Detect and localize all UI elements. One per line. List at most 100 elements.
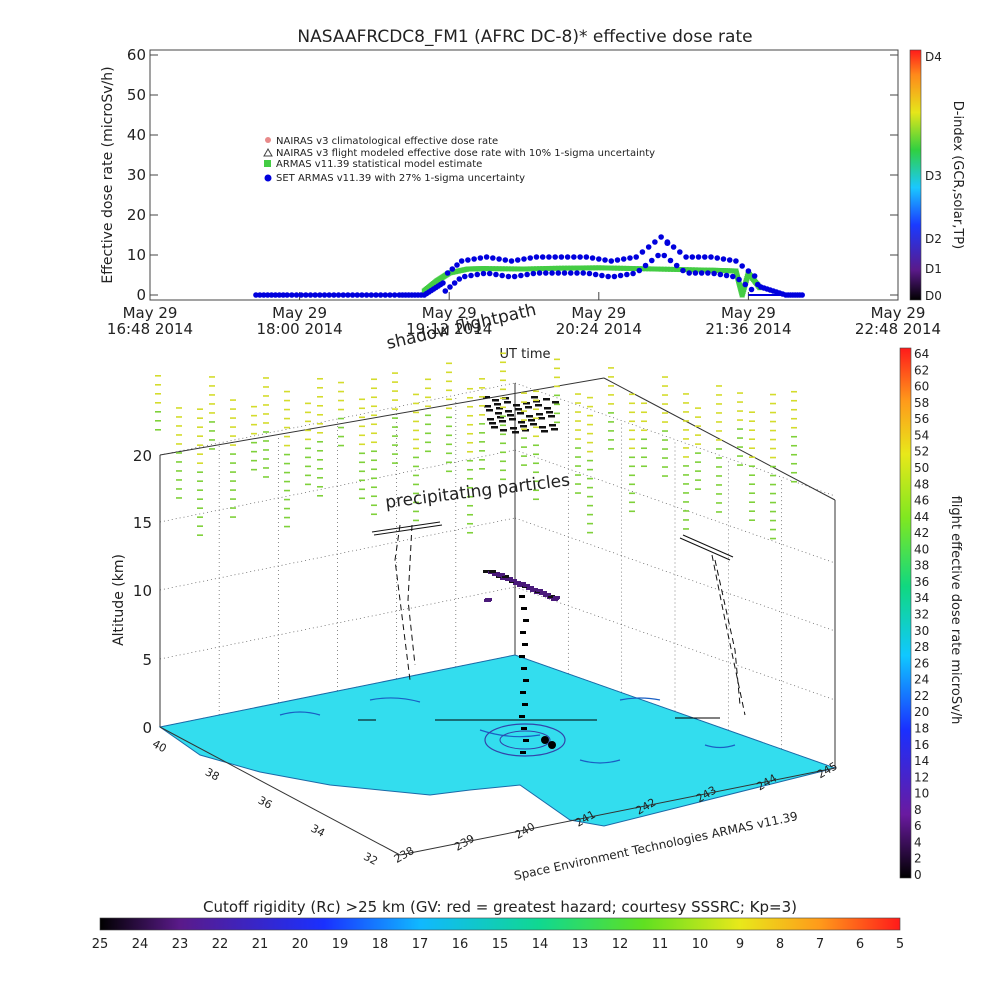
- top-x-axis-label: UT time: [500, 347, 551, 362]
- precip-dash: [197, 444, 203, 446]
- set-armas-point: [451, 280, 458, 286]
- precip-dash: [359, 488, 365, 491]
- precip-dash: [629, 411, 635, 414]
- precip-dash: [209, 421, 215, 423]
- precip-dash: [446, 380, 452, 383]
- flight-dose-mark: [502, 575, 509, 578]
- longitude-tick-label: 238: [392, 844, 417, 866]
- flight-track-column: [519, 595, 556, 754]
- dose-rate-tick-label: 28: [914, 640, 929, 654]
- precip-dash: [467, 396, 473, 399]
- precip-dash: [371, 495, 377, 498]
- precip-dash: [263, 386, 269, 388]
- precip-dash: [425, 423, 431, 426]
- precip-dash: [176, 452, 182, 454]
- dose-rate-tick-label: 62: [914, 363, 929, 377]
- cutoff-rigidity-tick-label: 15: [492, 937, 509, 952]
- precip-dash: [641, 438, 647, 441]
- armas-model-point: [674, 266, 680, 272]
- legend-label-nairas-flight: NAIRAS v3 flight modeled effective dose …: [276, 148, 655, 159]
- flight-dose-mark: [489, 570, 496, 573]
- precip-dash: [791, 453, 797, 456]
- cutoff-rigidity-tick-label: 18: [372, 937, 389, 952]
- legend-marker-nairas-clim: [265, 137, 271, 143]
- flight-dose-mark: [483, 396, 490, 399]
- precip-dash: [155, 429, 161, 431]
- precip-dash: [749, 411, 755, 413]
- precip-dash: [197, 489, 203, 491]
- armas-model-point: [518, 266, 524, 272]
- precip-dash: [479, 441, 485, 443]
- precip-dash: [209, 430, 215, 432]
- armas-model-point: [633, 266, 639, 272]
- dose-rate-tick-label: 2: [914, 852, 922, 866]
- precip-dash: [737, 437, 743, 439]
- set-armas-point: [611, 273, 618, 280]
- d-index-colorbar-label: D-index (GCR,solar,TP): [950, 101, 965, 249]
- precip-dash: [608, 376, 614, 378]
- precip-dash: [749, 447, 755, 449]
- precip-dash: [533, 480, 539, 483]
- set-armas-point: [577, 254, 583, 260]
- precip-dash: [413, 411, 419, 414]
- precip-dash: [770, 393, 776, 396]
- dose-rate-tick-label: 20: [914, 705, 929, 719]
- cutoff-rigidity-tick-label: 22: [212, 937, 229, 952]
- precip-dash: [371, 513, 377, 516]
- precip-dash: [413, 465, 419, 468]
- set-armas-point: [714, 255, 721, 261]
- dose-rate-tick-label: 4: [914, 835, 922, 849]
- precip-dash: [587, 513, 593, 516]
- precip-dash: [716, 448, 722, 450]
- set-armas-point: [264, 292, 271, 298]
- precip-dash: [683, 465, 689, 467]
- precip-dash: [608, 394, 614, 396]
- set-armas-point: [345, 292, 351, 298]
- flight-dose-mark: [483, 570, 490, 573]
- set-armas-point: [312, 292, 318, 298]
- set-armas-point: [549, 270, 555, 276]
- precip-dash: [251, 459, 257, 462]
- precip-dash: [392, 390, 398, 392]
- precip-dash: [176, 425, 182, 427]
- precip-dash: [284, 471, 290, 474]
- flight-track-point: [541, 736, 549, 744]
- cutoff-rigidity-tick-label: 14: [532, 937, 549, 952]
- set-armas-point: [589, 255, 596, 261]
- flight-dose-mark: [539, 426, 546, 429]
- armas-model-point: [577, 265, 583, 271]
- precip-dash: [371, 405, 377, 408]
- set-armas-point: [705, 270, 711, 276]
- precip-dash: [371, 504, 377, 507]
- dose-rate-tick-label: 50: [914, 461, 929, 475]
- precip-dash: [749, 438, 755, 440]
- armas-model-point: [537, 266, 543, 272]
- precip-dash: [317, 494, 323, 497]
- precip-dash: [749, 429, 755, 431]
- armas-model-point: [590, 265, 596, 271]
- cutoff-rigidity-tick-label: 9: [736, 937, 744, 952]
- flight-dose-mark: [523, 584, 530, 587]
- precip-dash: [533, 471, 539, 474]
- precip-dash: [338, 381, 344, 384]
- precip-dash: [683, 438, 689, 440]
- set-armas-point: [289, 292, 295, 298]
- precip-dash: [587, 504, 593, 507]
- armas-model-point: [502, 266, 508, 272]
- flight-track-point: [523, 679, 529, 682]
- precip-dash: [467, 387, 473, 390]
- dose-rate-tick-label: 46: [914, 494, 929, 508]
- set-armas-point: [636, 267, 643, 274]
- precip-dash: [587, 414, 593, 417]
- set-armas-point: [530, 270, 537, 277]
- armas-model-point: [580, 265, 586, 271]
- precip-dash: [479, 459, 485, 461]
- precip-dash: [683, 402, 689, 404]
- flight-dose-mark: [514, 581, 521, 584]
- precip-dash: [533, 489, 539, 492]
- precip-dash: [338, 426, 344, 429]
- precip-dash: [629, 510, 635, 513]
- precip-dash: [230, 444, 236, 446]
- precip-dash: [317, 449, 323, 452]
- precip-dash: [695, 470, 701, 472]
